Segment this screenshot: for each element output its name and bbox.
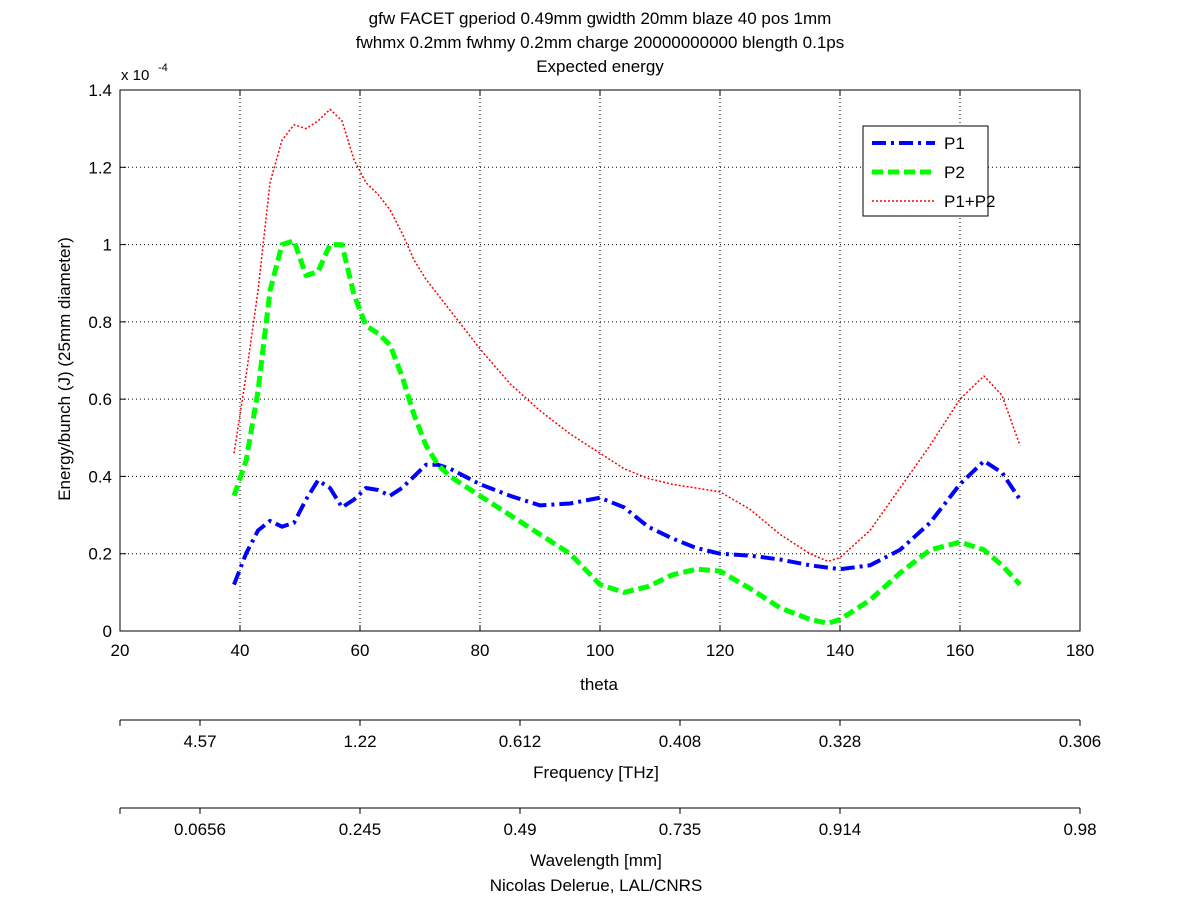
x-axis-label: theta <box>580 675 618 694</box>
secondary-axis-tick-label: 0.408 <box>659 732 702 751</box>
series-line-p1 <box>232 459 1022 586</box>
y-tick-label: 1 <box>103 236 112 255</box>
y-tick-label: 1.2 <box>88 158 112 177</box>
y-axis-label: Energy/bunch (J) (25mm diameter) <box>55 237 74 501</box>
wavelength-axis-label: Wavelength [mm] <box>530 851 662 870</box>
x-tick-label: 80 <box>471 641 490 660</box>
credit-text: Nicolas Delerue, LAL/CNRS <box>490 876 703 895</box>
chart-title-line-3: Expected energy <box>536 57 664 76</box>
secondary-axis-tick-label: 0.914 <box>819 820 862 839</box>
x-tick-label: 60 <box>351 641 370 660</box>
secondary-axis-tick-label: 0.98 <box>1063 820 1096 839</box>
series-lines <box>231 108 1022 626</box>
y-tick-label: 1.4 <box>88 81 112 100</box>
secondary-axis-tick-label: 0.306 <box>1059 732 1102 751</box>
chart-title-line-2: fwhmx 0.2mm fwhmy 0.2mm charge 200000000… <box>356 33 845 52</box>
series-line-p2 <box>231 238 1022 626</box>
frequency-axis: 4.57 1.22 0.612 0.408 0.328 0.306 <box>119 719 1102 751</box>
legend-label-p1: P1 <box>944 134 965 153</box>
y-multiplier-label: x 10 <box>121 67 149 84</box>
legend-label-p2: P2 <box>944 163 965 182</box>
y-multiplier-exponent: -4 <box>158 62 168 74</box>
x-tick-label: 180 <box>1066 641 1094 660</box>
secondary-axis-tick-label: 0.49 <box>503 820 536 839</box>
secondary-axis-tick-label: 0.612 <box>499 732 542 751</box>
secondary-axis-tick-label: 1.22 <box>343 732 376 751</box>
legend: P1 P2 P1+P2 <box>862 125 996 217</box>
y-tick-label: 0 <box>103 622 112 641</box>
x-tick-label: 160 <box>946 641 974 660</box>
secondary-axis-tick-label: 4.57 <box>183 732 216 751</box>
y-tick-label: 0.6 <box>88 390 112 409</box>
x-tick-label: 40 <box>231 641 250 660</box>
series-line-p1-p2 <box>233 108 1021 563</box>
y-tick-label: 0.4 <box>88 467 112 486</box>
chart-title-line-1: gfw FACET gperiod 0.49mm gwidth 20mm bla… <box>369 9 832 28</box>
legend-label-p1-p2: P1+P2 <box>944 192 996 211</box>
y-tick-label: 0.2 <box>88 545 112 564</box>
y-tick-label: 0.8 <box>88 313 112 332</box>
secondary-axis-tick-label: 0.245 <box>339 820 382 839</box>
wavelength-axis: 0.0656 0.245 0.49 0.735 0.914 0.98 <box>119 807 1097 839</box>
frequency-axis-label: Frequency [THz] <box>533 763 659 782</box>
x-tick-label: 120 <box>706 641 734 660</box>
x-tick-label: 100 <box>586 641 614 660</box>
x-tick-label: 20 <box>111 641 130 660</box>
axis-ticks: 20 40 60 80 100 120 140 160 180 0 0.2 0.4 0.6 0.8 1 1.2… <box>88 81 1094 660</box>
secondary-axis-tick-label: 0.0656 <box>174 820 226 839</box>
secondary-axis-tick-label: 0.735 <box>659 820 702 839</box>
x-tick-label: 140 <box>826 641 854 660</box>
secondary-axis-tick-label: 0.328 <box>819 732 862 751</box>
